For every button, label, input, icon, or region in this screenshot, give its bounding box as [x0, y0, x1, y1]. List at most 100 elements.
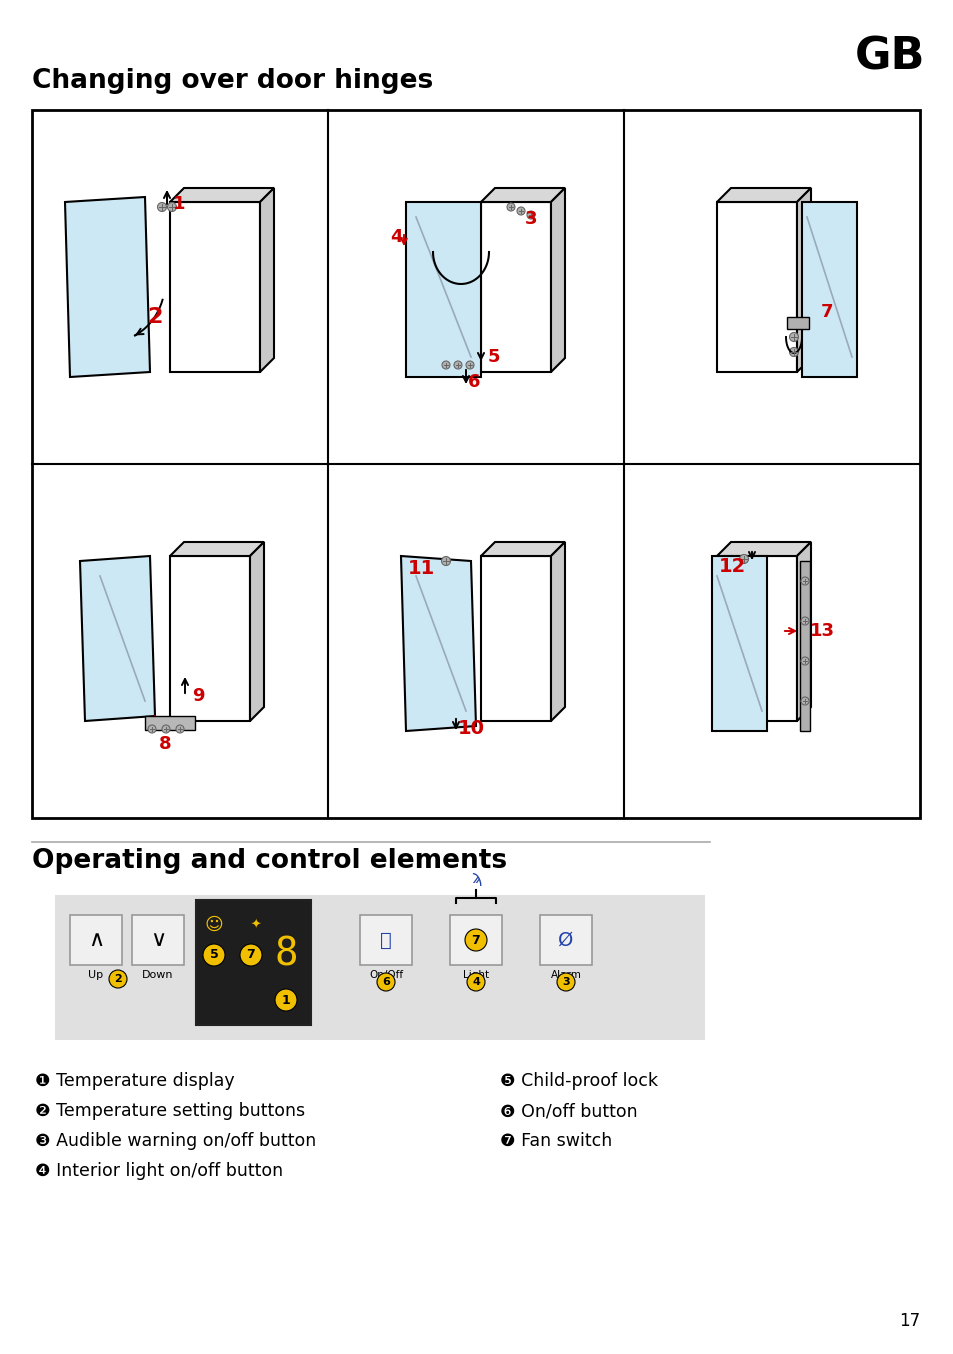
- Circle shape: [441, 556, 450, 566]
- Text: 12: 12: [718, 556, 745, 575]
- Bar: [711, 556, 766, 731]
- Circle shape: [517, 207, 524, 215]
- Polygon shape: [717, 542, 810, 556]
- Text: ❷ Temperature setting buttons: ❷ Temperature setting buttons: [35, 1102, 305, 1120]
- Text: 7: 7: [820, 303, 832, 321]
- Polygon shape: [250, 542, 264, 720]
- Text: 10: 10: [457, 719, 484, 738]
- Bar: [359, 915, 412, 965]
- Circle shape: [454, 362, 461, 370]
- Text: ∧: ∧: [468, 930, 482, 949]
- Text: Ø: Ø: [558, 930, 573, 949]
- Text: 2: 2: [147, 307, 163, 328]
- Circle shape: [441, 362, 450, 370]
- Polygon shape: [796, 542, 810, 720]
- Polygon shape: [551, 542, 564, 720]
- Circle shape: [801, 617, 808, 626]
- Text: 5: 5: [487, 348, 499, 366]
- Text: 1: 1: [172, 195, 185, 213]
- Text: Alarm: Alarm: [550, 969, 580, 980]
- Bar: [450, 915, 501, 965]
- Bar: [800, 561, 809, 731]
- Bar: [32, 110, 919, 818]
- Circle shape: [376, 974, 395, 991]
- Text: Light: Light: [462, 969, 489, 980]
- Text: 6: 6: [467, 372, 479, 391]
- Text: ❶ Temperature display: ❶ Temperature display: [35, 1072, 234, 1090]
- Text: 8: 8: [274, 936, 297, 974]
- Circle shape: [240, 944, 262, 965]
- Bar: [717, 556, 796, 720]
- Polygon shape: [796, 188, 810, 372]
- Text: ❹ Interior light on/off button: ❹ Interior light on/off button: [35, 1162, 283, 1179]
- Text: Up: Up: [89, 969, 104, 980]
- Bar: [170, 556, 250, 720]
- Circle shape: [175, 724, 184, 733]
- Polygon shape: [170, 188, 274, 202]
- Circle shape: [789, 348, 798, 356]
- Polygon shape: [80, 556, 154, 720]
- Polygon shape: [717, 188, 810, 202]
- Circle shape: [274, 988, 296, 1011]
- Bar: [480, 556, 551, 720]
- Circle shape: [557, 974, 575, 991]
- Text: 13: 13: [809, 621, 834, 640]
- Text: 3: 3: [561, 978, 569, 987]
- Bar: [801, 202, 856, 376]
- Text: 3: 3: [524, 210, 537, 227]
- Text: On/Off: On/Off: [369, 969, 402, 980]
- Text: 17: 17: [898, 1312, 919, 1330]
- Text: Operating and control elements: Operating and control elements: [32, 848, 507, 873]
- Polygon shape: [260, 188, 274, 372]
- Text: 4: 4: [472, 978, 479, 987]
- Text: 8: 8: [158, 735, 172, 753]
- Bar: [145, 716, 194, 730]
- Text: ❺ Child-proof lock: ❺ Child-proof lock: [499, 1072, 658, 1090]
- Text: ❻ On/off button: ❻ On/off button: [499, 1102, 637, 1120]
- Text: 1: 1: [281, 994, 290, 1006]
- Circle shape: [739, 555, 748, 563]
- Text: ❼ Fan switch: ❼ Fan switch: [499, 1132, 612, 1150]
- Circle shape: [157, 203, 167, 211]
- Polygon shape: [480, 188, 564, 202]
- Bar: [170, 202, 260, 372]
- Text: Changing over door hinges: Changing over door hinges: [32, 68, 433, 93]
- Text: ⏻: ⏻: [379, 930, 392, 949]
- Bar: [786, 317, 808, 329]
- Text: ∨: ∨: [150, 930, 166, 951]
- Text: ∧: ∧: [88, 930, 104, 951]
- Circle shape: [467, 974, 484, 991]
- Circle shape: [801, 697, 808, 705]
- Text: ❸ Audible warning on/off button: ❸ Audible warning on/off button: [35, 1132, 315, 1150]
- Circle shape: [801, 657, 808, 665]
- Text: 4: 4: [390, 227, 402, 246]
- Polygon shape: [551, 188, 564, 372]
- Text: 7: 7: [247, 949, 255, 961]
- Polygon shape: [65, 196, 150, 376]
- Circle shape: [109, 969, 127, 988]
- Circle shape: [789, 333, 798, 341]
- Circle shape: [801, 577, 808, 585]
- Circle shape: [162, 724, 170, 733]
- Text: 2: 2: [114, 974, 122, 984]
- Circle shape: [148, 724, 156, 733]
- Bar: [195, 900, 311, 1025]
- Text: 6: 6: [381, 978, 390, 987]
- Text: ✦: ✦: [251, 918, 261, 932]
- Circle shape: [203, 944, 225, 965]
- Circle shape: [465, 362, 474, 370]
- Bar: [717, 202, 796, 372]
- Text: 5: 5: [210, 949, 218, 961]
- Circle shape: [506, 203, 515, 211]
- Bar: [406, 202, 480, 376]
- Polygon shape: [480, 542, 564, 556]
- Bar: [132, 915, 184, 965]
- Bar: [55, 895, 704, 1040]
- Text: 9: 9: [192, 686, 204, 705]
- Text: GB: GB: [854, 35, 924, 79]
- Text: ☺: ☺: [204, 917, 223, 934]
- Circle shape: [526, 211, 535, 219]
- Circle shape: [168, 203, 176, 211]
- Text: ϡ: ϡ: [471, 869, 480, 887]
- Bar: [480, 202, 551, 372]
